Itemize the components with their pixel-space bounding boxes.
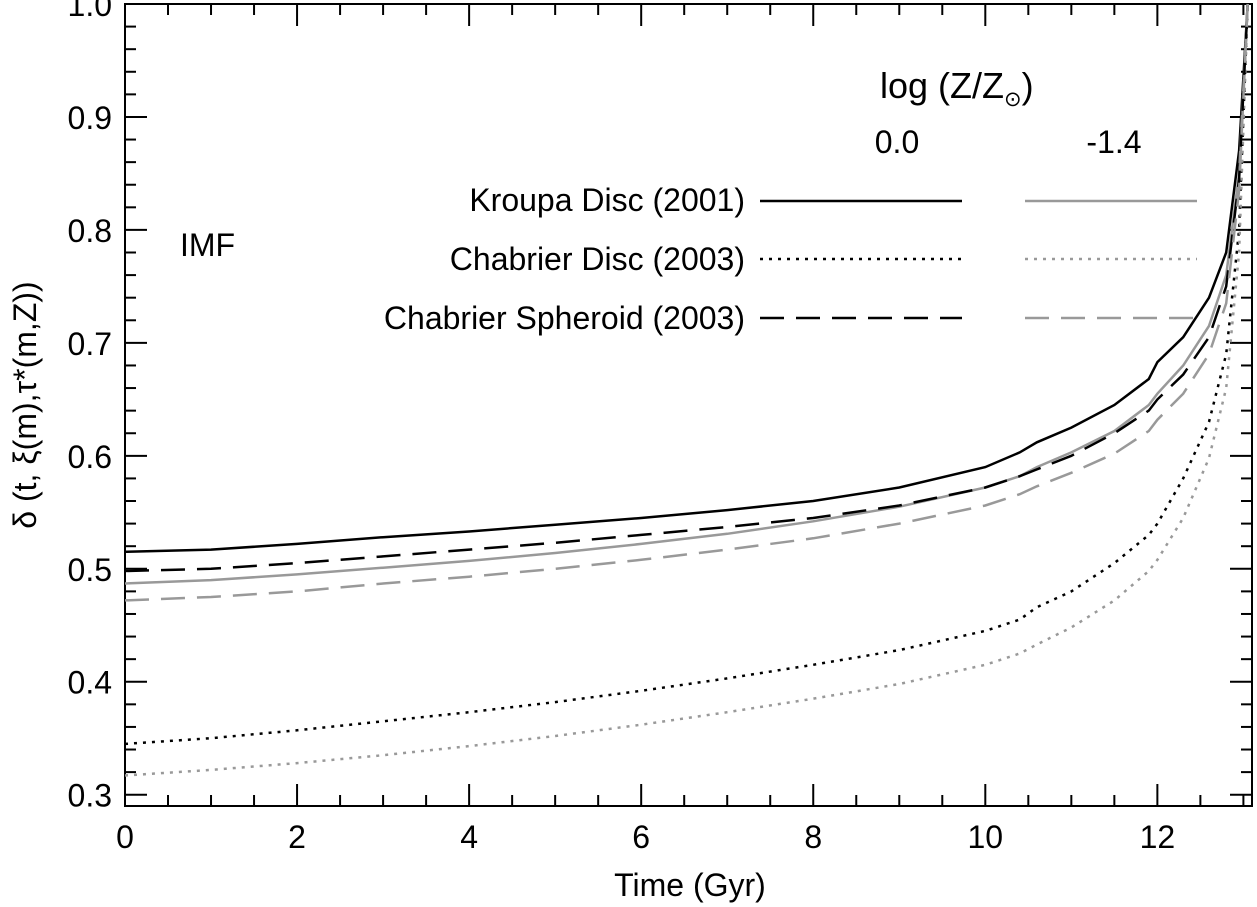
tick-labels: 0 2 4 6 8 10 12 0.3 0.4 0.5 0.6 0.7 0.8 0.9 1.0 [68, 0, 1176, 855]
legend-title-close: ) [1022, 65, 1034, 106]
x-tick-label: 8 [804, 819, 822, 855]
legend-col-solar: 0.0 [875, 124, 919, 160]
x-tick-label: 2 [288, 819, 306, 855]
y-tick-label: 1.0 [68, 0, 112, 23]
legend-title-sub: ⊙ [1004, 88, 1022, 111]
series-line-2 [124, 3, 1249, 746]
y-tick-label: 0.8 [68, 213, 112, 249]
x-tick-label: 12 [1140, 819, 1176, 855]
series-line-3 [124, 3, 1249, 777]
legend-title: log (Z/Z⊙) [880, 65, 1034, 111]
legend-title-main: log (Z/Z [880, 65, 1004, 106]
legend-swatches [760, 199, 1197, 320]
x-tick-label: 0 [116, 819, 134, 855]
plot-frame [124, 3, 1253, 807]
y-tick-label: 0.3 [68, 778, 112, 814]
y-axis-title: δ (t, ξ(m),τ*(m,Z)) [7, 281, 43, 528]
legend-imf-label: IMF [180, 227, 235, 263]
legend-row-kroupa: Kroupa Disc (2001) [469, 182, 745, 218]
y-tick-label: 0.6 [68, 439, 112, 475]
legend-col-low-z: -1.4 [1086, 124, 1141, 160]
series-line-4 [124, 3, 1249, 573]
axis-ticks [124, 3, 1252, 806]
x-tick-label: 4 [460, 819, 478, 855]
x-tick-label: 6 [632, 819, 650, 855]
y-tick-label: 0.7 [68, 326, 112, 362]
y-tick-label: 0.5 [68, 552, 112, 588]
legend: log (Z/Z⊙) 0.0 -1.4 IMF Kroupa Disc (200… [180, 65, 1197, 336]
series-lines [124, 3, 1249, 777]
y-tick-label: 0.4 [68, 665, 112, 701]
series-line-1 [124, 3, 1249, 585]
legend-row-chabrier-spheroid: Chabrier Spheroid (2003) [384, 300, 745, 336]
y-tick-label: 0.9 [68, 100, 112, 136]
series-line-5 [124, 3, 1249, 602]
x-axis-title: Time (Gyr) [614, 867, 766, 903]
series-line-0 [124, 3, 1249, 554]
x-tick-label: 10 [968, 819, 1004, 855]
legend-row-chabrier-disc: Chabrier Disc (2003) [450, 241, 745, 277]
